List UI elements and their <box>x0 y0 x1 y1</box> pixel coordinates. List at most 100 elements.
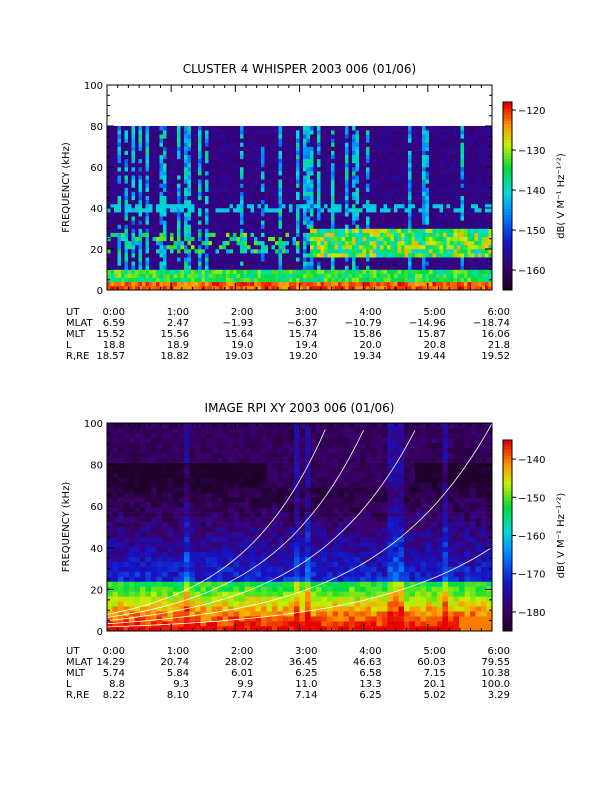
y-tick-label: 0 <box>97 627 103 638</box>
ephemeris-value: 20.8 <box>424 340 446 351</box>
ephemeris-value: 0:00 <box>103 646 125 657</box>
ephemeris-value: −18.74 <box>473 318 510 329</box>
image-rpi-panel: IMAGE RPI XY 2003 006 (01/06) 0 20 40 60 80 10… <box>61 401 567 701</box>
ephemeris-value: 19.0 <box>231 340 253 351</box>
ephemeris-row-label: UT <box>66 646 80 657</box>
ephemeris-value: 3.29 <box>488 690 510 701</box>
colorbar-tick-label: −140 <box>518 455 545 466</box>
ephemeris-row-label: MLT <box>66 668 86 679</box>
ephemeris-table: UT 0:00 1:00 2:00 3:00 4:00 5:00 6:00 MLAT 14.29 2… <box>66 646 510 701</box>
ephemeris-value: 6.01 <box>231 668 253 679</box>
y-axis-label: FREQUENCY (kHz) <box>61 482 72 573</box>
ephemeris-value: 1:00 <box>167 646 189 657</box>
ephemeris-value: 5.84 <box>167 668 189 679</box>
ephemeris-value: 6.25 <box>359 690 381 701</box>
ephemeris-value: 4:00 <box>359 307 381 318</box>
ephemeris-row-label: R,RE <box>66 351 89 362</box>
ephemeris-value: 19.4 <box>295 340 317 351</box>
ephemeris-value: 5.02 <box>424 690 446 701</box>
ephemeris-value: 15.86 <box>353 329 382 340</box>
cutoff-curves <box>106 423 493 628</box>
ephemeris-value: 6:00 <box>488 307 510 318</box>
colorbar: −120 −130 −140 −150 −160 dB( V M⁻¹ Hz⁻¹ᐟ²) <box>502 101 567 291</box>
ephemeris-value: 28.02 <box>225 657 254 668</box>
spectrogram <box>107 423 493 632</box>
ephemeris-value: 8.8 <box>109 679 125 690</box>
colorbar-tick-label: −180 <box>518 608 545 619</box>
ephemeris-value: 20.0 <box>359 340 381 351</box>
ephemeris-value: 2:00 <box>231 646 253 657</box>
ephemeris-value: 8.22 <box>103 690 125 701</box>
colorbar-label: dB( V M⁻¹ Hz⁻¹ᐟ²) <box>556 493 567 579</box>
colorbar-tick-label: −140 <box>518 186 545 197</box>
ephemeris-value: 5:00 <box>423 646 445 657</box>
ephemeris-value: 15.74 <box>289 329 318 340</box>
colorbar-tick-label: −150 <box>518 226 545 237</box>
ephemeris-value: 19.20 <box>289 351 318 362</box>
colorbar-tick-label: −130 <box>518 146 545 157</box>
ephemeris-value: 19.52 <box>481 351 510 362</box>
y-tick-label: 80 <box>90 122 103 133</box>
y-tick-label: 40 <box>90 544 103 555</box>
y-tick-label: 100 <box>84 81 103 92</box>
ephemeris-value: −6.37 <box>287 318 318 329</box>
ephemeris-table: UT 0:00 1:00 2:00 3:00 4:00 5:00 6:00 MLAT 6.59 2.… <box>66 307 510 362</box>
y-tick-label: 20 <box>90 585 103 596</box>
ephemeris-value: 15.64 <box>225 329 254 340</box>
y-tick-label: 60 <box>90 163 103 174</box>
ephemeris-value: 7.74 <box>231 690 253 701</box>
ephemeris-value: −10.79 <box>345 318 382 329</box>
ephemeris-value: 6:00 <box>488 646 510 657</box>
ephemeris-value: −14.96 <box>409 318 446 329</box>
ephemeris-row-label: MLAT <box>66 657 93 668</box>
ephemeris-value: 1:00 <box>167 307 189 318</box>
ephemeris-row-label: L <box>66 340 72 351</box>
ephemeris-value: 7.15 <box>424 668 446 679</box>
ephemeris-value: 3:00 <box>295 646 317 657</box>
ephemeris-value: 18.57 <box>96 351 125 362</box>
ephemeris-value: 11.0 <box>295 679 317 690</box>
ephemeris-row-label: MLAT <box>66 318 93 329</box>
ephemeris-value: 20.74 <box>161 657 190 668</box>
chart-title: CLUSTER 4 WHISPER 2003 006 (01/06) <box>183 62 416 76</box>
ephemeris-value: −1.93 <box>223 318 254 329</box>
ephemeris-value: 8.10 <box>167 690 189 701</box>
ephemeris-row-label: R,RE <box>66 690 89 701</box>
ephemeris-value: 19.44 <box>417 351 446 362</box>
colorbar: −140 −150 −160 −170 −180 dB( V M⁻¹ Hz⁻¹ᐟ²) <box>502 439 567 632</box>
ephemeris-value: 19.34 <box>353 351 382 362</box>
ephemeris-row-label: UT <box>66 307 80 318</box>
ephemeris-value: 13.3 <box>359 679 381 690</box>
y-tick-label: 20 <box>90 245 103 256</box>
ephemeris-value: 46.63 <box>353 657 382 668</box>
ephemeris-value: 6.58 <box>359 668 381 679</box>
ephemeris-value: 10.38 <box>481 668 510 679</box>
colorbar-tick-label: −150 <box>518 493 545 504</box>
ephemeris-value: 7.14 <box>295 690 317 701</box>
ephemeris-value: 0:00 <box>103 307 125 318</box>
ephemeris-value: 16.06 <box>481 329 510 340</box>
ephemeris-value: 5:00 <box>423 307 445 318</box>
ephemeris-value: 60.03 <box>417 657 446 668</box>
ephemeris-value: 6.25 <box>295 668 317 679</box>
ephemeris-value: 100.0 <box>481 679 510 690</box>
ephemeris-value: 5.74 <box>103 668 125 679</box>
ephemeris-value: 14.29 <box>96 657 125 668</box>
y-tick-label: 0 <box>97 286 103 297</box>
ephemeris-value: 20.1 <box>424 679 446 690</box>
y-tick-label: 100 <box>84 419 103 430</box>
y-tick-label: 80 <box>90 461 103 472</box>
ephemeris-row-label: MLT <box>66 329 86 340</box>
ephemeris-value: 18.8 <box>103 340 125 351</box>
y-axis-label: FREQUENCY (kHz) <box>61 142 72 233</box>
ephemeris-value: 36.45 <box>289 657 318 668</box>
ephemeris-row-label: L <box>66 679 72 690</box>
ephemeris-value: 19.03 <box>225 351 254 362</box>
colorbar-tick-label: −170 <box>518 570 545 581</box>
colorbar-tick-label: −160 <box>518 266 545 277</box>
ephemeris-value: 9.3 <box>173 679 189 690</box>
colorbar-tick-label: −120 <box>518 106 545 117</box>
ephemeris-value: 18.9 <box>167 340 189 351</box>
y-tick-label: 40 <box>90 204 103 215</box>
